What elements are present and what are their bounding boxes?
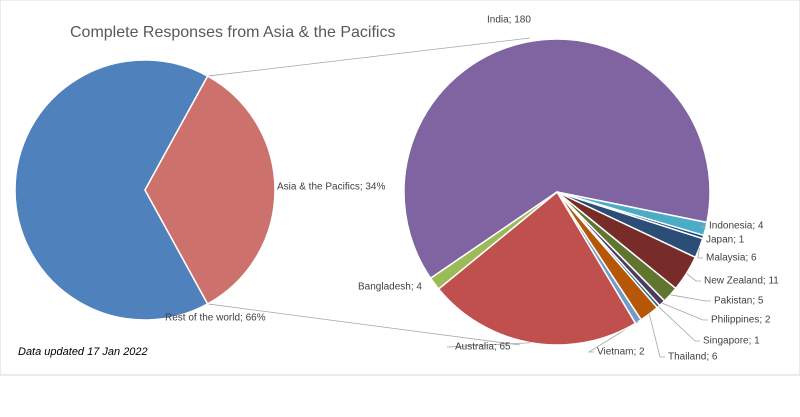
leader-line <box>587 321 639 353</box>
data-label: Thailand; 6 <box>668 352 718 363</box>
data-label: Rest of the world; 66% <box>165 313 266 324</box>
data-label: Pakistan; 5 <box>714 296 764 307</box>
pie-slice <box>14 59 209 321</box>
pie-slice <box>429 191 558 290</box>
data-label: Asia & the Pacifics; 34% <box>277 182 385 193</box>
connector-line <box>207 303 521 346</box>
leader-line <box>670 294 711 302</box>
data-label: New Zealand; 11 <box>704 276 779 287</box>
data-label: Philippines; 2 <box>711 315 771 326</box>
data-label: Australia; 65 <box>455 342 511 353</box>
data-label: Malaysia; 6 <box>706 253 757 264</box>
leader-line <box>648 313 665 358</box>
leader-line <box>446 342 531 348</box>
pie-slice <box>403 38 711 280</box>
leader-line <box>699 225 706 230</box>
data-label: Japan; 1 <box>706 235 745 246</box>
data-label: Vietnam; 2 <box>597 347 645 358</box>
leader-line <box>658 306 700 342</box>
data-label: Singapore; 1 <box>703 336 760 347</box>
data-label: Bangladesh; 4 <box>358 282 422 293</box>
leader-line <box>661 302 708 321</box>
leader-line <box>686 273 701 282</box>
chart-title: Complete Responses from Asia & the Pacif… <box>70 24 395 41</box>
pie-slice <box>144 75 276 305</box>
leader-line <box>697 248 703 259</box>
data-label: Indonesia; 4 <box>709 221 764 232</box>
note: Data updated 17 Jan 2022 <box>18 346 148 358</box>
connector-line <box>207 37 531 77</box>
data-label: India; 180 <box>487 15 531 26</box>
